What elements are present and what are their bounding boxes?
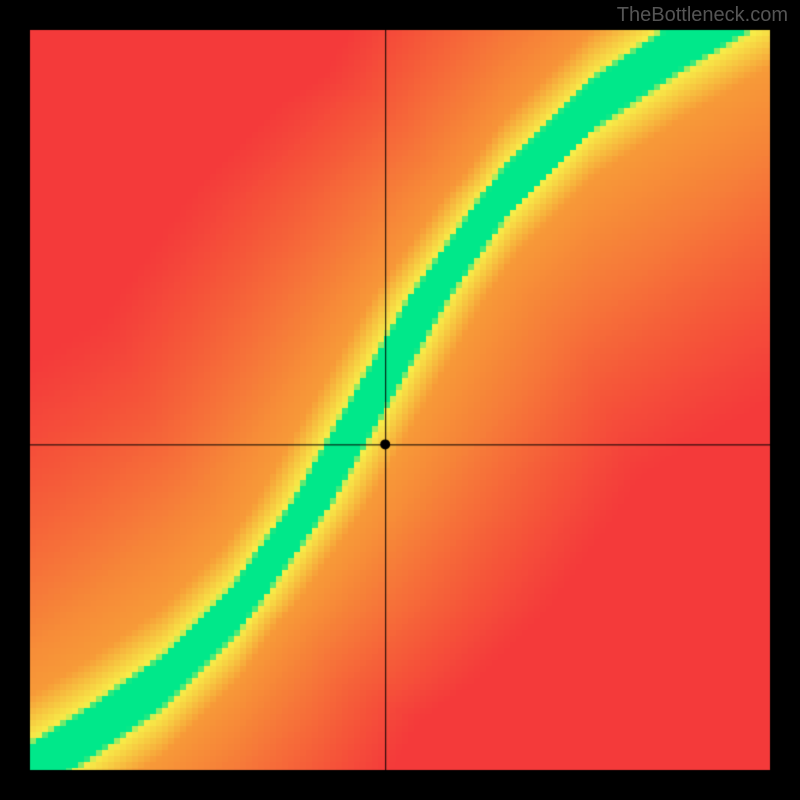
bottleneck-heatmap bbox=[0, 0, 800, 800]
watermark-text: TheBottleneck.com bbox=[617, 4, 788, 27]
